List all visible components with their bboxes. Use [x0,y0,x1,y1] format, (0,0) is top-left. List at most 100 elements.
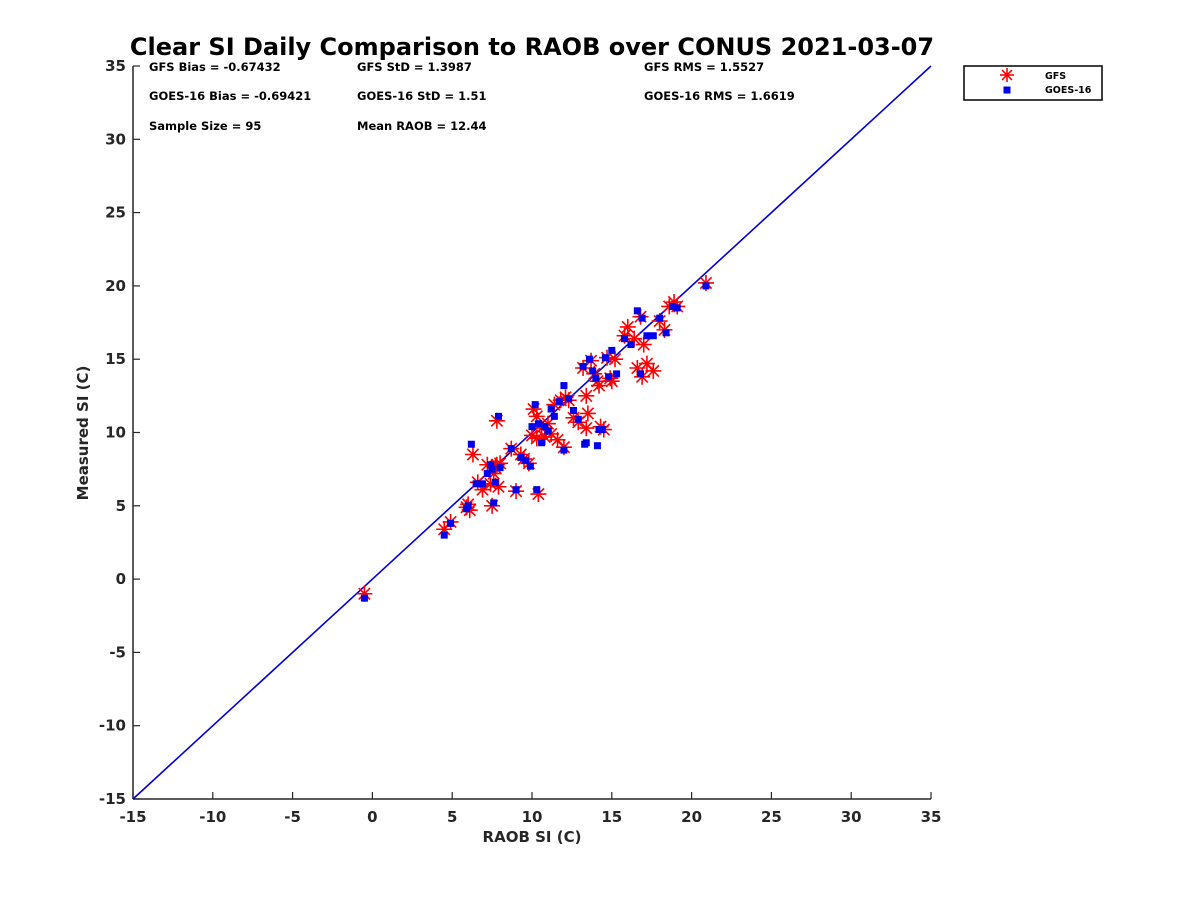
stat-label: GFS RMS = 1.5527 [644,60,764,74]
goes-16-point [538,439,546,447]
goes-16-point [512,486,520,494]
goes-16-point [702,282,710,290]
goes-16-point [533,486,541,494]
goes-16-point [598,426,606,434]
goes-16-point [637,370,645,378]
legend-goes-16-label: GOES-16 [1045,85,1092,96]
x-tick-label: -5 [284,808,301,826]
goes-16-point [479,480,487,488]
gfs-point [528,408,545,425]
stats-annotations: GFS Bias = -0.67432 GFS StD = 1.3987 GFS R… [149,60,795,133]
goes-16-point [589,367,597,375]
goes-16-point [360,594,368,602]
x-tick-label: 10 [522,808,543,826]
y-tick-label: 15 [105,350,126,368]
gfs-point [464,446,481,463]
stat-label: GOES-16 RMS = 1.6619 [644,89,795,103]
gfs-point [635,336,652,353]
goes-16-point [534,420,542,428]
legend-gfs-symbol [1000,68,1014,82]
goes-16-point [547,405,555,413]
y-tick-label: 35 [105,57,126,75]
goes-16-point [601,354,609,362]
gfs-point [579,405,596,422]
y-tick-label: 30 [105,130,126,148]
gfs-point [619,318,636,335]
gfs-point [645,362,662,379]
y-tick-label: -10 [99,717,126,735]
x-tick-label: -15 [119,808,146,826]
x-tick-label: 35 [921,808,942,826]
legend-gfs-marker [1000,68,1014,82]
goes-16-point [649,332,657,340]
goes-16-point [569,407,577,415]
goes-16-point [593,442,601,450]
goes-16-point [579,363,587,371]
goes-16-point [526,462,534,470]
x-tick-label: 30 [841,808,862,826]
x-tick-label: 20 [681,808,702,826]
goes-16-point [522,456,530,464]
goes-16-point [608,346,616,354]
goes-16-point [496,464,504,472]
goes-16-point [560,382,568,390]
x-tick-label: 5 [447,808,457,826]
series-goes-16 [360,282,710,602]
goes-16-point [531,401,539,409]
stat-label: Mean RAOB = 12.44 [357,119,487,133]
goes-16-point [541,423,549,431]
goes-16-point [668,302,676,310]
goes-16-point [673,304,681,312]
y-tick-label: 20 [105,277,126,295]
goes-16-point [467,440,475,448]
y-tick-label: 10 [105,424,126,442]
stat-label: GOES-16 StD = 1.51 [357,89,486,103]
goes-16-point [627,341,635,349]
gfs-point [591,377,608,394]
x-tick-label: -10 [199,808,226,826]
series-gfs [356,274,714,602]
goes-16-point [656,314,664,322]
legend-box [963,65,1103,101]
goes-16-point [483,470,491,478]
y-axis-label: Measured SI (C) [74,366,92,501]
goes-16-point [464,502,472,510]
y-tick-label: 0 [116,570,126,588]
x-tick-label: 0 [367,808,377,826]
y-tick-label: 25 [105,204,126,222]
legend-gfs-label: GFS [1045,71,1066,82]
gfs-point [578,387,595,404]
goes-16-point [507,445,515,453]
goes-16-point [633,307,641,315]
goes-16-point [621,335,629,343]
y-tick-label: -15 [99,790,126,808]
goes-16-point [565,395,573,403]
goes-16-point [491,478,499,486]
stat-label: GFS Bias = -0.67432 [149,60,281,74]
goes-16-point [488,465,496,473]
legend-goes-16-marker [1003,86,1011,94]
goes-16-point [550,412,558,420]
x-tick-label: 25 [761,808,782,826]
goes-16-point [487,461,495,469]
x-axis-label: RAOB SI (C) [483,828,582,846]
gfs-point [578,420,595,437]
goes-16-point [613,370,621,378]
x-tick-label: 15 [601,808,622,826]
goes-16-point [560,446,568,454]
legend-goes-16-symbol [1003,86,1011,94]
y-tick-label: -5 [109,643,126,661]
y-tick-label: 5 [116,497,126,515]
stat-label: GFS StD = 1.3987 [357,60,472,74]
gfs-point [638,355,655,372]
goes-16-point [585,355,593,363]
goes-16-point [662,329,670,337]
goes-16-point [582,439,590,447]
goes-16-point [643,332,651,340]
goes-16-point [472,480,480,488]
axes: -15 -10 -5 0 5 10 15 20 25 30 35 -15 -10 -5 0 5 10 15 20 25… [99,57,942,826]
goes-16-point [528,423,536,431]
goes-16-point [605,373,613,381]
goes-16-point [490,499,498,507]
